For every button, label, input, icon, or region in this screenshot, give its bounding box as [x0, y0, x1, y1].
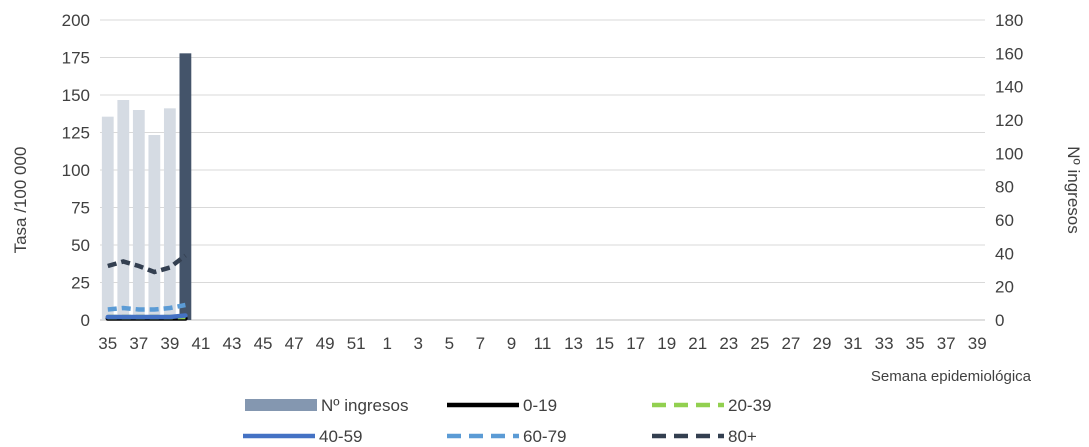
x-tick-label: 1 — [383, 334, 392, 353]
x-tick-label: 21 — [688, 334, 707, 353]
legend-item: 80+ — [652, 427, 757, 446]
bar — [117, 100, 130, 320]
x-tick-label: 19 — [657, 334, 676, 353]
bar — [132, 110, 145, 320]
x-tick-label: 39 — [968, 334, 987, 353]
y-tick-label: 175 — [62, 49, 90, 68]
y2-tick-label: 80 — [995, 178, 1014, 197]
bar — [101, 116, 114, 321]
x-tick-label: 33 — [875, 334, 894, 353]
y-tick-label: 0 — [81, 311, 90, 330]
series-lines — [105, 253, 188, 321]
y2-axis-label: Nº ingresos — [1064, 146, 1083, 233]
x-tick-label: 37 — [129, 334, 148, 353]
legend-label: Nº ingresos — [321, 396, 408, 415]
y2-tick-label: 180 — [995, 11, 1023, 30]
x-tick-label: 45 — [254, 334, 273, 353]
x-tick-label: 23 — [719, 334, 738, 353]
legend-swatch — [245, 399, 317, 411]
y-tick-label: 25 — [71, 274, 90, 293]
x-tick-label: 31 — [844, 334, 863, 353]
x-tick-label: 7 — [476, 334, 485, 353]
legend-item: 40-59 — [243, 427, 362, 446]
x-tick-label: 17 — [626, 334, 645, 353]
x-tick-label: 51 — [347, 334, 366, 353]
x-tick-label: 35 — [906, 334, 925, 353]
x-tick-label: 9 — [507, 334, 516, 353]
y2-tick-label: 60 — [995, 211, 1014, 230]
x-tick-label: 35 — [98, 334, 117, 353]
y-tick-label: 150 — [62, 86, 90, 105]
x-tick-label: 29 — [813, 334, 832, 353]
series-line-60-79 — [107, 302, 186, 312]
y-axis-left-ticks: 0 25 50 75 100 125 150 175 200 — [62, 11, 90, 330]
x-tick-label: 47 — [285, 334, 304, 353]
legend-item: 0-19 — [447, 396, 557, 415]
y2-tick-label: 100 — [995, 144, 1023, 163]
legend-item: 20-39 — [652, 396, 771, 415]
x-tick-label: 37 — [937, 334, 956, 353]
x-tick-label: 11 — [534, 334, 552, 353]
x-axis-ticks: 35 37 39 41 43 45 47 49 51 1 3 5 7 9 11 13 15 17 19 21 23 25 2… — [98, 334, 986, 353]
bar — [179, 53, 192, 320]
x-tick-label: 5 — [445, 334, 454, 353]
y-axis-right-ticks: 0 20 40 60 80 100 120 140 160 180 — [995, 11, 1023, 330]
legend-item: Nº ingresos — [245, 396, 408, 415]
y-axis-label: Tasa /100 000 — [11, 147, 30, 254]
bar — [163, 108, 176, 320]
x-tick-label: 25 — [750, 334, 769, 353]
legend: Nº ingresos 0-19 20-39 40-59 60-79 80+ — [243, 396, 771, 446]
y-tick-label: 125 — [62, 124, 90, 143]
y2-tick-label: 0 — [995, 311, 1004, 330]
bars — [101, 53, 192, 321]
legend-item: 60-79 — [447, 427, 566, 446]
bar — [148, 135, 161, 320]
y-tick-label: 75 — [71, 199, 90, 218]
x-tick-label: 27 — [781, 334, 800, 353]
x-tick-label: 43 — [223, 334, 242, 353]
y-tick-label: 50 — [71, 236, 90, 255]
y2-tick-label: 40 — [995, 244, 1014, 263]
series-line-40-59 — [105, 313, 188, 320]
gridlines — [100, 19, 985, 321]
y-tick-label: 200 — [62, 11, 90, 30]
legend-label: 80+ — [728, 427, 757, 446]
y2-tick-label: 160 — [995, 44, 1023, 63]
x-tick-label: 3 — [414, 334, 423, 353]
x-tick-label: 15 — [595, 334, 614, 353]
x-tick-label: 39 — [160, 334, 179, 353]
y-tick-label: 100 — [62, 161, 90, 180]
legend-label: 20-39 — [728, 396, 771, 415]
y2-tick-label: 140 — [995, 78, 1023, 97]
legend-label: 40-59 — [319, 427, 362, 446]
x-tick-label: 41 — [191, 334, 210, 353]
y2-tick-label: 20 — [995, 278, 1014, 297]
legend-label: 60-79 — [523, 427, 566, 446]
legend-label: 0-19 — [523, 396, 557, 415]
x-tick-label: 49 — [316, 334, 335, 353]
x-axis-label: Semana epidemiológica — [871, 368, 1032, 385]
y2-tick-label: 120 — [995, 111, 1023, 130]
x-tick-label: 13 — [564, 334, 583, 353]
